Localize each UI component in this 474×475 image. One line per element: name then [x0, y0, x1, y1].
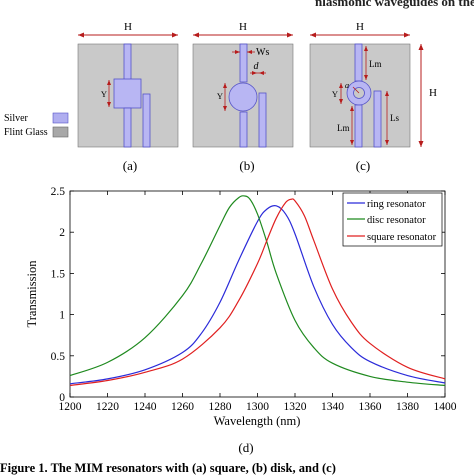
panel-a-dim-y: Y [101, 89, 107, 99]
x-tick-label: 1200 [59, 401, 82, 413]
panel-b-dim-y: Y [217, 91, 223, 101]
figure-caption-partial: Figure 1. The MIM resonators with (a) sq… [0, 461, 336, 475]
panel-a: H Y (a) [77, 21, 179, 173]
x-tick-label: 1220 [96, 401, 119, 413]
panel-b-dim-ws: Ws [256, 47, 269, 58]
panel-c-dim-lm-lower: Lm [337, 123, 350, 133]
material-legend-silver-swatch [52, 112, 69, 124]
x-tick-label: 1360 [359, 401, 382, 413]
series-line-disc-resonator [69, 195, 446, 387]
series-line-ring-resonator [69, 205, 446, 385]
panel-a-dim-h: H [124, 21, 132, 33]
x-tick-label: 1340 [321, 401, 344, 413]
transmission-chart: 0 0.5 1 1.5 2 2.5 1200 1220 1240 1260 1280 1300 132… [25, 186, 457, 428]
material-legend-silver-label: Silver [4, 113, 29, 124]
legend-label-square: square resonator [367, 232, 437, 243]
y-axis-label: Transmission [25, 260, 39, 328]
square-resonator-shape [113, 78, 142, 109]
x-axis-label: Wavelength (nm) [214, 414, 301, 428]
y-tick-label: 0 [59, 392, 65, 404]
x-tick-label: 1400 [434, 401, 457, 413]
y-tick-label: 1.5 [51, 268, 66, 280]
x-tick-label: 1240 [134, 401, 157, 413]
y-tick-label: 2 [59, 227, 65, 239]
legend-label-disc: disc resonator [367, 215, 426, 226]
y-axis-ticks: 0 0.5 1 1.5 2 2.5 [51, 186, 445, 404]
legend-label-ring: ring resonator [367, 199, 426, 210]
panel-b: H Ws d Y (b) [192, 21, 294, 173]
panel-c-dim-lm-upper: Lm [369, 59, 382, 69]
y-tick-label: 2.5 [51, 186, 66, 198]
disc-resonator-shape [228, 82, 258, 112]
panel-a-label: (a) [123, 158, 137, 173]
panel-b-label: (b) [239, 158, 254, 173]
panel-c-dim-y: Y [332, 89, 338, 99]
x-axis-ticks: 1200 1220 1240 1260 1280 1300 1320 1340 1360 1380… [59, 191, 457, 413]
panel-c-label: (c) [356, 158, 370, 173]
panel-c-dim-h-vertical: H [429, 87, 437, 99]
x-tick-label: 1380 [396, 401, 419, 413]
y-tick-label: 1 [59, 310, 65, 322]
panel-c-dim-h: H [356, 21, 364, 33]
x-tick-label: 1300 [246, 401, 269, 413]
material-legend: Silver Flint Glass [4, 112, 69, 138]
header-partial-text: nlasmonic waveguides on the proposed des… [315, 0, 474, 9]
x-tick-label: 1320 [284, 401, 307, 413]
series-line-square-resonator [69, 198, 446, 387]
material-legend-flint-glass-swatch [52, 126, 69, 138]
panel-b-dim-h: H [239, 21, 247, 33]
panel-d-label: (d) [238, 440, 253, 455]
y-tick-label: 0.5 [51, 351, 66, 363]
material-legend-flint-glass-label: Flint Glass [4, 127, 48, 138]
series-layer [69, 195, 446, 387]
x-tick-label: 1260 [171, 401, 194, 413]
panel-b-dim-d: d [254, 61, 260, 72]
chart-legend: ring resonator disc resonator square res… [342, 192, 443, 247]
panel-c-dim-ls: Ls [390, 113, 399, 123]
x-tick-label: 1280 [209, 401, 232, 413]
panel-c-dim-a: a [345, 80, 349, 90]
panel-c: H a Y Lm Lm Ls H (c) [309, 21, 437, 173]
